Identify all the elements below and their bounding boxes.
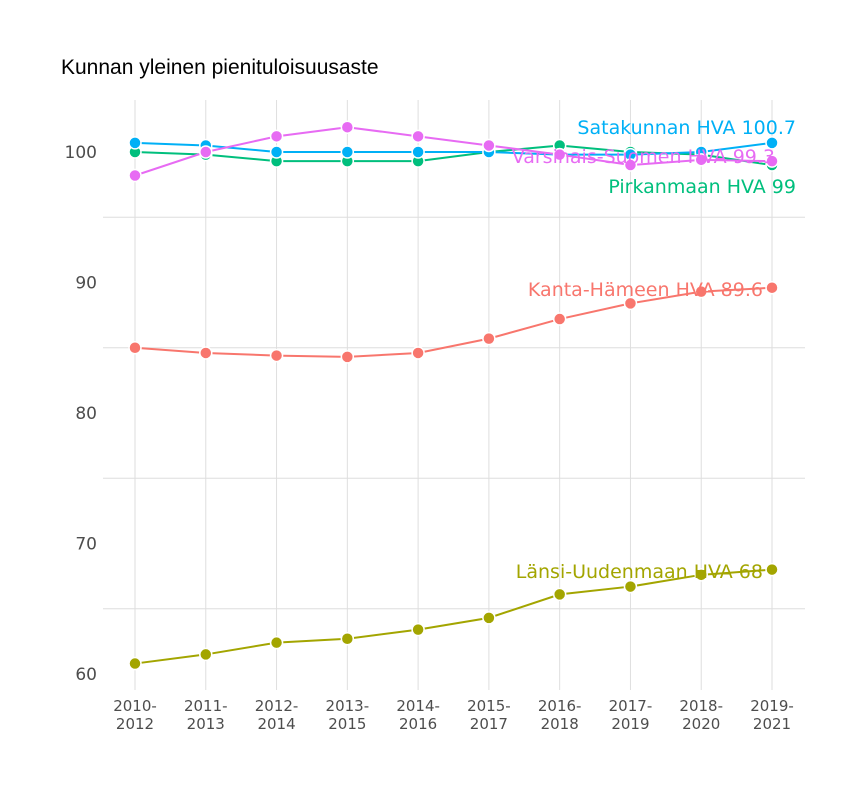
data-point bbox=[552, 147, 567, 162]
data-point bbox=[411, 622, 425, 637]
x-tick-label: 2014-2016 bbox=[396, 697, 440, 733]
data-point bbox=[269, 348, 284, 363]
y-tick-label: 80 bbox=[75, 404, 97, 424]
series-varsinais-suomen-hva bbox=[128, 120, 779, 183]
data-point bbox=[552, 587, 567, 602]
x-tick-label: 2018-2020 bbox=[679, 697, 723, 733]
data-point bbox=[482, 331, 496, 346]
series-line bbox=[134, 286, 773, 358]
series-end-label: Pirkanmaan HVA 99 bbox=[608, 176, 796, 198]
data-point bbox=[128, 136, 142, 150]
chart-title: Kunnan yleinen pienituloisuusaste bbox=[61, 56, 379, 79]
data-point bbox=[765, 136, 779, 150]
x-tick-label: 2011-2013 bbox=[184, 697, 228, 733]
y-tick-label: 100 bbox=[65, 143, 97, 163]
data-point bbox=[340, 120, 355, 134]
y-tick-label: 90 bbox=[75, 274, 97, 294]
data-point bbox=[694, 153, 708, 167]
data-point bbox=[411, 145, 425, 159]
x-tick-label: 2017-2019 bbox=[609, 697, 653, 733]
series-l-nsi-uudenmaan-hva bbox=[128, 562, 779, 671]
data-point bbox=[765, 280, 779, 295]
data-point bbox=[340, 350, 355, 364]
data-point bbox=[623, 158, 638, 172]
data-point bbox=[199, 145, 213, 159]
data-point bbox=[269, 635, 284, 650]
series-end-label: Kanta-Hämeen HVA 89.6 bbox=[528, 279, 763, 301]
data-point bbox=[411, 346, 425, 360]
x-tick-label: 2013-2015 bbox=[326, 697, 370, 733]
data-point bbox=[340, 632, 355, 646]
data-point bbox=[694, 568, 708, 582]
data-point bbox=[199, 647, 213, 662]
x-tick-label: 2019-2021 bbox=[750, 697, 794, 733]
series-end-label: Varsinais-Suomen HVA 99.3 bbox=[512, 146, 775, 168]
x-tick-label: 2015-2017 bbox=[467, 697, 511, 733]
y-tick-label: 60 bbox=[75, 665, 97, 685]
data-point bbox=[765, 154, 779, 168]
data-point bbox=[269, 129, 284, 144]
series-line bbox=[134, 568, 773, 665]
data-point bbox=[482, 138, 496, 153]
series-end-label: Satakunnan HVA 100.7 bbox=[577, 117, 796, 139]
y-tick-label: 70 bbox=[75, 535, 97, 555]
data-point bbox=[128, 341, 142, 355]
x-tick-label: 2016-2018 bbox=[538, 697, 582, 733]
data-point bbox=[340, 145, 355, 159]
data-point bbox=[269, 145, 284, 159]
data-point bbox=[623, 579, 638, 594]
data-point bbox=[128, 656, 142, 671]
series-kanta-h-meen-hva bbox=[128, 280, 779, 364]
data-point bbox=[411, 129, 425, 144]
data-point bbox=[199, 346, 213, 360]
series-end-label: Länsi-Uudenmaan HVA 68 bbox=[516, 561, 763, 583]
series-line bbox=[134, 126, 773, 177]
data-point bbox=[128, 168, 142, 183]
data-point bbox=[694, 284, 708, 299]
data-point bbox=[552, 312, 567, 326]
data-point bbox=[623, 296, 638, 311]
x-tick-label: 2012-2014 bbox=[255, 697, 299, 733]
data-point bbox=[482, 611, 496, 625]
data-point bbox=[765, 562, 779, 577]
series-line bbox=[134, 141, 773, 156]
x-tick-label: 2010-2012 bbox=[113, 697, 157, 733]
